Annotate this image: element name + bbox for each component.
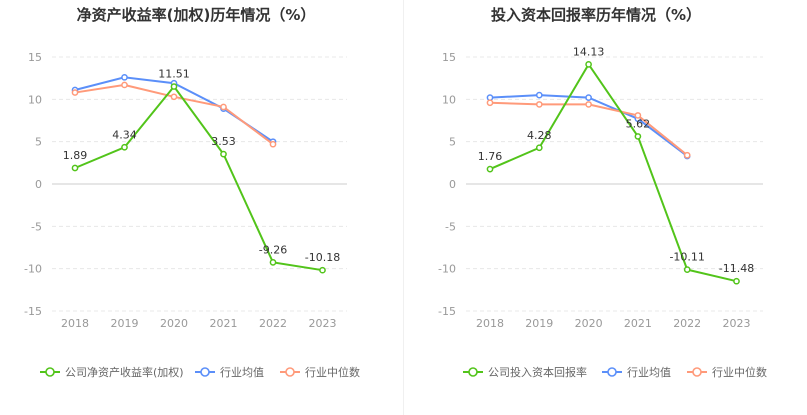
x-tick-label: 2020 [575,317,603,330]
chart-roe: 净资产收益率(加权)历年情况（%） 15 10 5 0 -5 -10 -15 2018 2019 2… [24,6,360,379]
data-point [220,150,227,158]
data-label: 1.89 [63,149,88,162]
y-tick-label: 0 [449,178,456,191]
data-label: 4.28 [527,129,552,142]
data-point [121,73,128,81]
data-label: 1.76 [478,150,503,163]
data-label: -9.26 [259,243,287,256]
legend-marker [45,367,55,377]
y-tick-label: -5 [445,220,456,233]
x-tick-label: 2023 [723,317,751,330]
data-label: 11.51 [158,68,190,81]
data-point [535,101,543,108]
legend-label: 公司投入资本回报率 [488,365,587,379]
data-point [170,93,178,101]
data-point [170,83,178,90]
data-point [71,89,79,96]
data-point [683,266,691,273]
data-point [733,277,740,285]
legend-label: 行业中位数 [712,365,767,379]
y-tick-label: -5 [31,220,42,233]
data-point [121,81,128,89]
data-point [319,266,326,274]
data-point [634,133,642,140]
legend-marker [692,367,702,377]
x-tick-label: 2019 [525,317,553,330]
x-tick-label: 2022 [259,317,287,330]
data-point [269,259,277,266]
x-tick-label: 2021 [624,317,652,330]
data-label: 14.13 [573,45,605,58]
data-label: 5.62 [626,117,651,130]
data-label: 4.34 [112,128,137,141]
x-tick-label: 2019 [111,317,139,330]
legend-marker [285,367,295,377]
legend-label: 行业中位数 [305,365,360,379]
y-tick-label: 5 [449,136,456,149]
data-label: -11.48 [719,262,754,275]
x-tick-label: 2020 [160,317,188,330]
data-point [121,143,128,151]
series-line [74,84,323,272]
legend-label: 行业均值 [220,366,264,379]
data-label: -10.11 [669,251,704,264]
legend-marker [468,367,478,377]
chart-title: 净资产收益率(加权)历年情况（%） [77,6,316,24]
data-point [585,94,592,101]
data-point [585,61,592,68]
x-tick-label: 2022 [673,317,701,330]
data-point [486,99,494,107]
y-tick-label: 15 [28,51,42,64]
x-tick-label: 2021 [210,317,238,330]
y-tick-label: 10 [28,93,42,106]
chart-title: 投入资本回报率历年情况（%） [491,6,701,24]
y-tick-label: 0 [35,178,42,191]
data-point [535,91,543,99]
panel-divider [403,0,404,415]
legend-marker [607,367,617,377]
x-tick-label: 2018 [476,317,504,330]
data-label: -10.18 [305,251,340,264]
data-point [486,165,494,173]
legend-label: 公司净资产收益率(加权) [65,365,184,379]
chart-roic: 投入资本回报率历年情况（%） 15 10 5 0 -5 -10 -15 2018 2019 2020… [438,6,767,379]
series-line [489,62,737,283]
data-point [269,140,277,148]
series-line [489,101,688,156]
data-point [585,101,592,108]
y-tick-label: -15 [24,305,42,318]
y-tick-label: 5 [35,136,42,149]
data-point [634,112,642,119]
y-tick-label: -10 [438,263,456,276]
x-tick-label: 2023 [309,317,337,330]
data-point [535,144,543,152]
y-tick-label: -10 [24,263,42,276]
data-point [220,103,227,111]
y-tick-label: 10 [442,93,456,106]
data-label: 3.53 [211,135,236,148]
legend-marker [200,367,210,377]
y-tick-label: -15 [438,305,456,318]
data-point [683,151,691,159]
legend-label: 行业均值 [627,366,671,379]
x-tick-label: 2018 [61,317,89,330]
y-tick-label: 15 [442,51,456,64]
data-point [71,164,79,172]
